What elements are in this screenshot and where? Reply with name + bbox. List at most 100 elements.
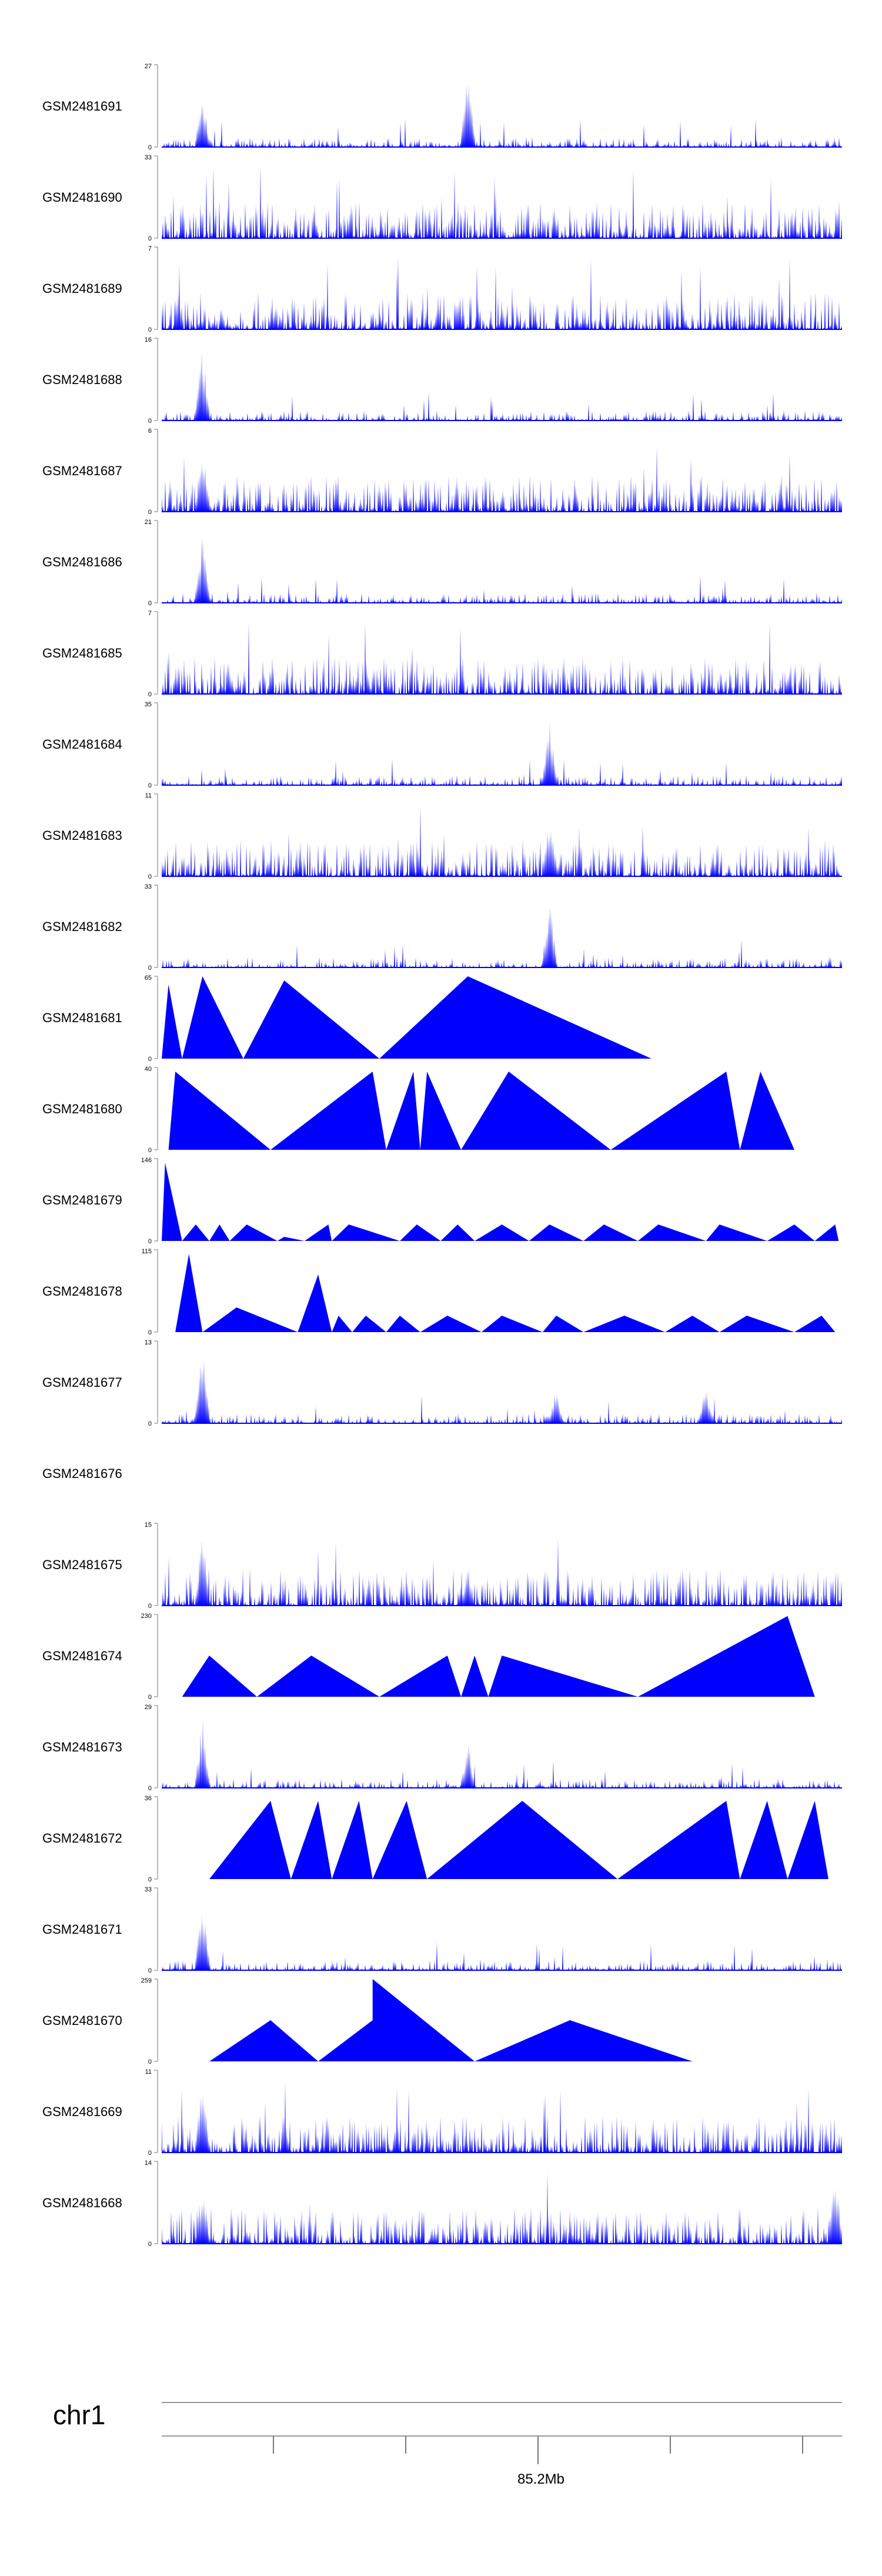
y-axis-min-label: 0 bbox=[148, 1056, 152, 1063]
signal-area bbox=[182, 1616, 815, 1697]
track: GSM2481671 33 0 bbox=[42, 1886, 842, 1974]
y-axis-min-label: 0 bbox=[148, 965, 152, 972]
y-axis-min-label: 0 bbox=[148, 326, 152, 333]
track-label: GSM2481672 bbox=[42, 1831, 122, 1846]
track-label: GSM2481674 bbox=[42, 1649, 122, 1663]
y-axis-min-label: 0 bbox=[148, 1694, 152, 1701]
track-label: GSM2481690 bbox=[42, 190, 122, 205]
signal-area bbox=[162, 806, 842, 876]
y-axis-max-label: 33 bbox=[145, 154, 152, 161]
signal-area bbox=[162, 256, 842, 329]
y-axis-max-label: 33 bbox=[145, 1886, 152, 1893]
track: GSM2481674 230 0 bbox=[42, 1613, 815, 1701]
y-axis-min-label: 0 bbox=[148, 2058, 152, 2066]
track: GSM2481675 15 0 bbox=[42, 1521, 842, 1610]
track: GSM2481680 40 0 bbox=[42, 1066, 795, 1154]
track: GSM2481690 33 0 bbox=[42, 154, 842, 242]
track: GSM2481691 27 0 bbox=[42, 63, 842, 151]
y-axis-min-label: 0 bbox=[148, 1603, 152, 1610]
signal-area bbox=[162, 352, 842, 421]
y-axis-max-label: 65 bbox=[145, 975, 152, 982]
track-label: GSM2481687 bbox=[42, 463, 122, 478]
y-axis-min-label: 0 bbox=[148, 1238, 152, 1245]
track-label: GSM2481675 bbox=[42, 1557, 122, 1572]
chromosome-label: chr1 bbox=[53, 2400, 105, 2430]
track: GSM2481673 29 0 bbox=[42, 1704, 842, 1792]
track: GSM2481686 21 0 bbox=[42, 519, 842, 607]
y-axis-max-label: 14 bbox=[145, 2160, 152, 2167]
track-label: GSM2481684 bbox=[42, 737, 122, 752]
y-axis-min-label: 0 bbox=[148, 1147, 152, 1154]
y-axis-max-label: 16 bbox=[145, 336, 152, 343]
signal-area bbox=[162, 2082, 842, 2153]
track-label: GSM2481677 bbox=[42, 1375, 122, 1390]
track-label: GSM2481670 bbox=[42, 2013, 122, 2028]
y-axis-max-label: 13 bbox=[145, 1339, 152, 1346]
signal-area bbox=[209, 1801, 828, 1879]
track: GSM2481678 115 0 bbox=[42, 1248, 836, 1336]
y-axis-min-label: 0 bbox=[148, 873, 152, 880]
y-axis-max-label: 6 bbox=[148, 428, 152, 435]
track: GSM2481669 11 0 bbox=[42, 2068, 842, 2157]
signal-area bbox=[162, 1539, 842, 1606]
track-label: GSM2481691 bbox=[42, 99, 122, 114]
y-axis-min-label: 0 bbox=[148, 782, 152, 789]
y-axis-max-label: 230 bbox=[141, 1613, 152, 1620]
track: GSM2481677 13 0 bbox=[42, 1339, 842, 1427]
y-axis-min-label: 0 bbox=[148, 1967, 152, 1974]
y-axis-max-label: 7 bbox=[148, 245, 152, 252]
y-axis-min-label: 0 bbox=[148, 2241, 152, 2248]
track: GSM2481688 16 0 bbox=[42, 336, 842, 425]
x-axis-ticks bbox=[273, 2436, 803, 2464]
track: GSM2481683 11 0 bbox=[42, 792, 842, 880]
y-axis-max-label: 36 bbox=[145, 1795, 152, 1802]
track-label: GSM2481678 bbox=[42, 1284, 122, 1299]
track-label: GSM2481681 bbox=[42, 1010, 122, 1025]
track-label: GSM2481680 bbox=[42, 1102, 122, 1116]
y-axis-max-label: 259 bbox=[141, 1977, 152, 1984]
signal-area bbox=[168, 1072, 795, 1150]
track-label: GSM2481679 bbox=[42, 1193, 122, 1207]
track-label: GSM2481671 bbox=[42, 1922, 122, 1937]
signal-area bbox=[162, 165, 842, 238]
track: GSM2481676 bbox=[42, 1466, 122, 1481]
signal-area bbox=[162, 447, 842, 512]
signal-area bbox=[175, 1254, 836, 1332]
chromosome-ideogram: chr1 85.2Mb bbox=[53, 2400, 842, 2487]
track: GSM2481681 65 0 bbox=[42, 975, 652, 1063]
y-axis-min-label: 0 bbox=[148, 235, 152, 242]
y-axis-min-label: 0 bbox=[148, 1785, 152, 1792]
track-label: GSM2481673 bbox=[42, 1740, 122, 1754]
y-axis-max-label: 15 bbox=[145, 1521, 152, 1529]
y-axis-max-label: 35 bbox=[145, 701, 152, 708]
track: GSM2481679 146 0 bbox=[42, 1157, 839, 1245]
track: GSM2481687 6 0 bbox=[42, 428, 842, 516]
track: GSM2481685 7 0 bbox=[42, 610, 842, 698]
y-axis-min-label: 0 bbox=[148, 691, 152, 698]
signal-area bbox=[162, 1720, 842, 1788]
track-label: GSM2481668 bbox=[42, 2195, 122, 2210]
y-axis-min-label: 0 bbox=[148, 1329, 152, 1336]
signal-area bbox=[162, 1916, 842, 1970]
track: GSM2481670 259 0 bbox=[42, 1977, 693, 2066]
track-label: GSM2481686 bbox=[42, 555, 122, 569]
y-axis-max-label: 27 bbox=[145, 63, 152, 70]
signal-area bbox=[162, 906, 842, 967]
y-axis-max-label: 115 bbox=[141, 1248, 152, 1255]
y-axis-max-label: 11 bbox=[145, 2068, 152, 2076]
track-label: GSM2481669 bbox=[42, 2104, 122, 2119]
track: GSM2481672 36 0 bbox=[42, 1795, 828, 1883]
y-axis-min-label: 0 bbox=[148, 600, 152, 607]
signal-area bbox=[162, 976, 652, 1059]
y-axis-max-label: 33 bbox=[145, 883, 152, 890]
track-label: GSM2481682 bbox=[42, 919, 122, 934]
signal-area bbox=[209, 1979, 693, 2061]
track-label: GSM2481683 bbox=[42, 828, 122, 843]
signal-area bbox=[162, 538, 842, 603]
track-label: GSM2481676 bbox=[42, 1466, 122, 1481]
signal-area bbox=[162, 84, 842, 147]
x-axis-tick-label: 85.2Mb bbox=[517, 2471, 564, 2487]
signal-area bbox=[162, 622, 842, 694]
track-label: GSM2481685 bbox=[42, 646, 122, 660]
